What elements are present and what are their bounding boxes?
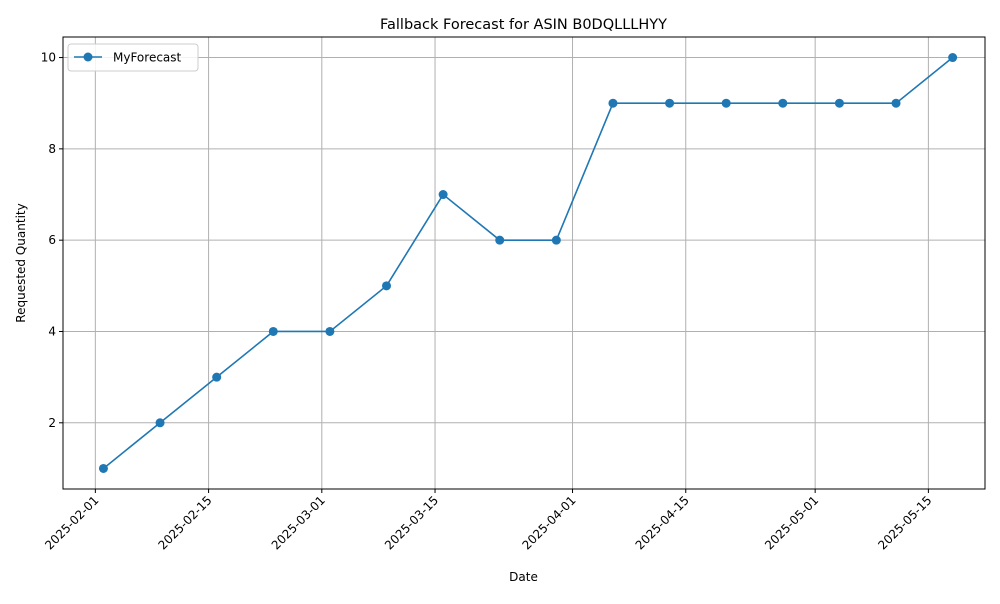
data-point: [98, 463, 108, 473]
data-point: [948, 53, 958, 63]
y-tick-label: 6: [48, 233, 56, 247]
data-point: [155, 418, 165, 428]
y-tick-label: 2: [48, 416, 56, 430]
data-point: [721, 98, 731, 108]
legend-label: MyForecast: [113, 51, 182, 65]
legend-marker-swatch: [83, 52, 93, 62]
y-tick-label: 4: [48, 324, 56, 338]
chart-title: Fallback Forecast for ASIN B0DQLLLHYY: [380, 17, 667, 33]
data-point: [834, 98, 844, 108]
legend: MyForecast: [67, 43, 199, 72]
x-axis-label: Date: [509, 570, 538, 584]
data-point: [438, 190, 448, 200]
data-point: [778, 98, 788, 108]
data-point: [891, 98, 901, 108]
data-point: [382, 281, 392, 291]
data-point: [325, 326, 335, 336]
y-tick-label: 8: [48, 142, 56, 156]
data-point: [665, 98, 675, 108]
data-point: [551, 235, 561, 245]
data-point: [608, 98, 618, 108]
y-axis-label: Requested Quantity: [14, 203, 28, 322]
data-point: [495, 235, 505, 245]
data-point: [268, 326, 278, 336]
grid-lines: [63, 37, 985, 489]
y-tick-label: 10: [41, 51, 56, 65]
data-point: [212, 372, 222, 382]
series-line: [102, 56, 954, 470]
series: [98, 53, 958, 473]
plot-frame: [62, 36, 986, 490]
legend-box: [67, 43, 199, 72]
